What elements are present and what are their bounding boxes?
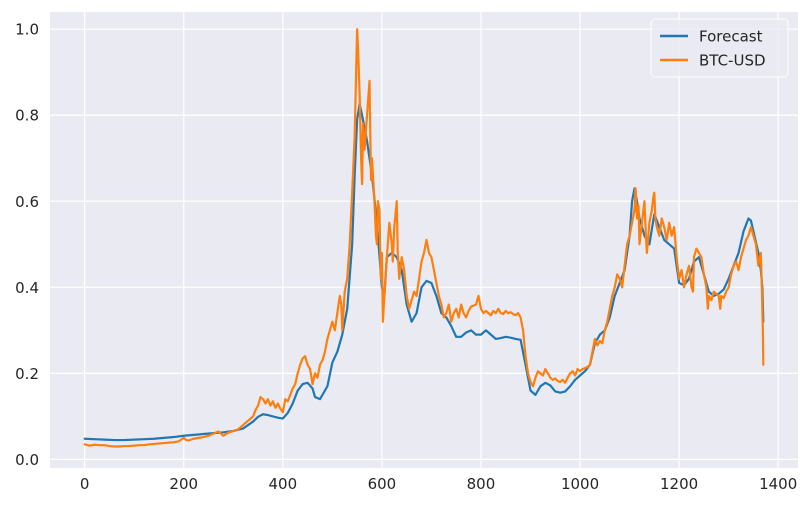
series-line-btc-usd [83,28,765,448]
legend-box [650,18,789,78]
y-tick-label: 0.8 [15,107,39,125]
legend-label: Forecast [699,28,763,46]
y-tick-label: 0.6 [15,193,39,211]
y-axis-tick-labels: 0.0 0.2 0.4 0.6 0.8 1.0 [15,21,39,469]
y-tick-label: 0.2 [15,365,39,383]
legend: Forecast BTC-USD [650,18,789,78]
series-line-forecast [83,102,765,442]
y-tick-label: 1.0 [15,21,39,39]
y-tick-label: 0.4 [15,279,39,297]
x-tick-label: 200 [169,475,198,493]
y-tick-label: 0.0 [15,451,39,469]
x-tick-label: 1400 [759,475,797,493]
x-tick-label: 800 [467,475,496,493]
plot-background [50,12,798,468]
x-tick-label: 1200 [660,475,698,493]
x-tick-label: 400 [269,475,298,493]
x-axis-tick-labels: 0 200 400 600 800 1000 1200 1400 [80,475,797,493]
series-layer [83,28,765,448]
legend-label: BTC-USD [699,52,766,70]
x-tick-label: 1000 [561,475,599,493]
x-tick-label: 600 [368,475,397,493]
x-tick-label: 0 [80,475,90,493]
